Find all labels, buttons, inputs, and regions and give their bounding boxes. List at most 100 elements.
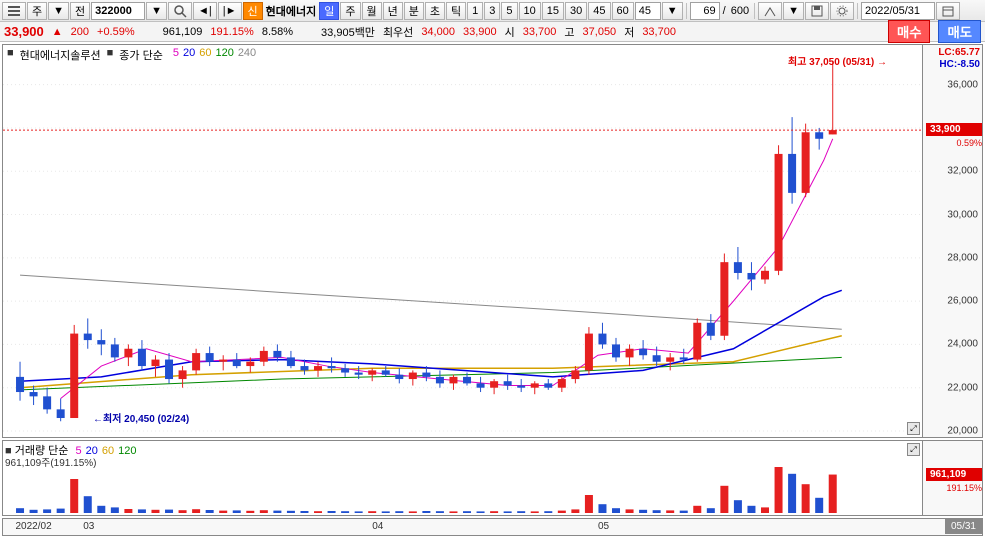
- gear-icon-button[interactable]: [830, 2, 854, 20]
- interval-button-1[interactable]: 1: [467, 2, 483, 20]
- stock-name: 현대에너지: [264, 3, 319, 19]
- timeframe-button-년[interactable]: 년: [383, 2, 403, 20]
- vol-expand-icon[interactable]: ⤢: [907, 443, 920, 456]
- vol-ma-period-20: 20: [86, 445, 98, 457]
- timeframe-button-월[interactable]: 월: [362, 2, 382, 20]
- ma-period-5: 5: [173, 47, 179, 59]
- price-chart-header: ■ 현대에너지솔루션 ■ 종가 단순 52060120240: [5, 46, 258, 64]
- chart-expand-icon[interactable]: ⤢: [907, 422, 920, 435]
- timeframe-button-틱[interactable]: 틱: [446, 2, 466, 20]
- buy-button[interactable]: 매수: [888, 20, 931, 43]
- interval-button-5[interactable]: 5: [501, 2, 517, 20]
- timeframe-button-주[interactable]: 주: [340, 2, 360, 20]
- volume-pct-marker: 191.15%: [946, 483, 982, 493]
- volume-ma-label: 단순: [48, 445, 68, 457]
- volume: 961,109: [163, 26, 203, 38]
- vol-ma-period-60: 60: [102, 445, 114, 457]
- low-price: 33,700: [642, 26, 676, 38]
- period-prev-button[interactable]: 전: [70, 2, 90, 20]
- volume-chart-header: ■ 거래량 단순 52060120: [5, 442, 136, 458]
- arrow-up-icon: ▲: [52, 26, 63, 38]
- vol-ma-period-120: 120: [118, 445, 136, 457]
- lc-label: LC:65.77: [938, 47, 980, 58]
- status-bar: 33,900 ▲ 200 +0.59% 961,109 191.15% 8.58…: [0, 22, 985, 42]
- price-ytick: 32,000: [947, 166, 978, 177]
- x-tick: 2022/02: [16, 521, 52, 532]
- low-label: 저: [624, 24, 634, 40]
- save-icon-button[interactable]: [805, 2, 829, 20]
- price-chart-canvas: [3, 45, 982, 437]
- ma-period-60: 60: [199, 47, 211, 59]
- bid-price: 33,900: [463, 26, 497, 38]
- stock-prefix-badge: 신: [243, 2, 263, 20]
- timeframe-button-일[interactable]: 일: [319, 2, 339, 20]
- candle-count-input[interactable]: [690, 2, 720, 20]
- ma-period-120: 120: [215, 47, 233, 59]
- price-chart[interactable]: ■ 현대에너지솔루션 ■ 종가 단순 52060120240 LC:65.77 …: [2, 44, 983, 438]
- interval-button-10[interactable]: 10: [519, 2, 541, 20]
- next-button[interactable]: |►: [218, 2, 242, 20]
- open-label: 시: [505, 24, 515, 40]
- open-price: 33,700: [523, 26, 557, 38]
- timeframe-button-분[interactable]: 분: [404, 2, 424, 20]
- date-input[interactable]: [861, 2, 935, 20]
- interval-button-60[interactable]: 60: [612, 2, 634, 20]
- code-dropdown-icon[interactable]: ▼: [146, 2, 167, 20]
- main-toolbar: 주 ▼ 전 ▼ ◄| |► 신 현대에너지 일주월년분초틱 1351015304…: [0, 0, 985, 22]
- price-y-axis: LC:65.77 HC:-8.50 20,000 22,000 24,000 26,0…: [922, 45, 982, 437]
- price-change: 200: [71, 26, 89, 38]
- period-week-button[interactable]: 주: [27, 2, 47, 20]
- volume-title: 거래량: [15, 445, 45, 457]
- tool-icon-2[interactable]: ▼: [783, 2, 804, 20]
- trade-pct: 8.58%: [262, 26, 293, 38]
- volume-marker: 961,109: [926, 468, 982, 481]
- interval-input[interactable]: [635, 2, 661, 20]
- search-icon-button[interactable]: [168, 2, 192, 20]
- chart-title: 현대에너지솔루션: [20, 47, 101, 63]
- current-price: 33,900: [4, 24, 44, 39]
- volume-chart[interactable]: ■ 거래량 단순 52060120 961,109주(191.15%) 961,…: [2, 440, 983, 516]
- calendar-icon-button[interactable]: [936, 2, 960, 20]
- list-icon-button[interactable]: [2, 2, 26, 20]
- price-change-pct: +0.59%: [97, 26, 135, 38]
- volume-y-axis: 961,109 191.15%: [922, 441, 982, 515]
- interval-button-30[interactable]: 30: [565, 2, 587, 20]
- slash: /: [721, 5, 728, 17]
- interval-button-3[interactable]: 3: [484, 2, 500, 20]
- high-price: 37,050: [583, 26, 617, 38]
- interval-button-45[interactable]: 45: [588, 2, 610, 20]
- price-ytick: 24,000: [947, 339, 978, 350]
- hc-label: HC:-8.50: [939, 59, 980, 70]
- high-label: 고: [564, 24, 574, 40]
- high-annotation: 최고 37,050 (05/31) →: [788, 53, 887, 68]
- price-ytick: 30,000: [947, 209, 978, 220]
- priority-label: 최우선: [383, 24, 413, 40]
- interval-dropdown-icon[interactable]: ▼: [662, 2, 683, 20]
- price-ytick: 26,000: [947, 296, 978, 307]
- prev-button[interactable]: ◄|: [193, 2, 217, 20]
- current-price-marker: 33,900: [926, 123, 982, 136]
- volume-pct: 191.15%: [210, 26, 253, 38]
- stock-code-input[interactable]: [91, 2, 145, 20]
- x-tick: 05: [598, 521, 609, 532]
- timeframe-button-초[interactable]: 초: [425, 2, 445, 20]
- dropdown-icon[interactable]: ▼: [48, 2, 69, 20]
- x-tick: 03: [83, 521, 94, 532]
- ma-period-240: 240: [238, 47, 256, 59]
- x-axis-marker: 05/31: [945, 519, 982, 534]
- interval-button-15[interactable]: 15: [542, 2, 564, 20]
- price-ytick: 22,000: [947, 382, 978, 393]
- current-pct-marker: 0.59%: [956, 138, 982, 148]
- volume-chart-canvas: [3, 441, 982, 515]
- price-ytick: 36,000: [947, 79, 978, 90]
- price-ytick: 20,000: [947, 426, 978, 437]
- ma-period-20: 20: [183, 47, 195, 59]
- sell-button[interactable]: 매도: [938, 20, 981, 43]
- vol-ma-period-5: 5: [75, 445, 81, 457]
- ask-price: 34,000: [421, 26, 455, 38]
- tool-icon-1[interactable]: [758, 2, 782, 20]
- x-axis: 05/31 2022/02 03 04 05: [2, 518, 983, 536]
- candle-total: 600: [729, 5, 751, 17]
- x-tick: 04: [372, 521, 383, 532]
- ma-label: 종가 단순: [119, 47, 163, 63]
